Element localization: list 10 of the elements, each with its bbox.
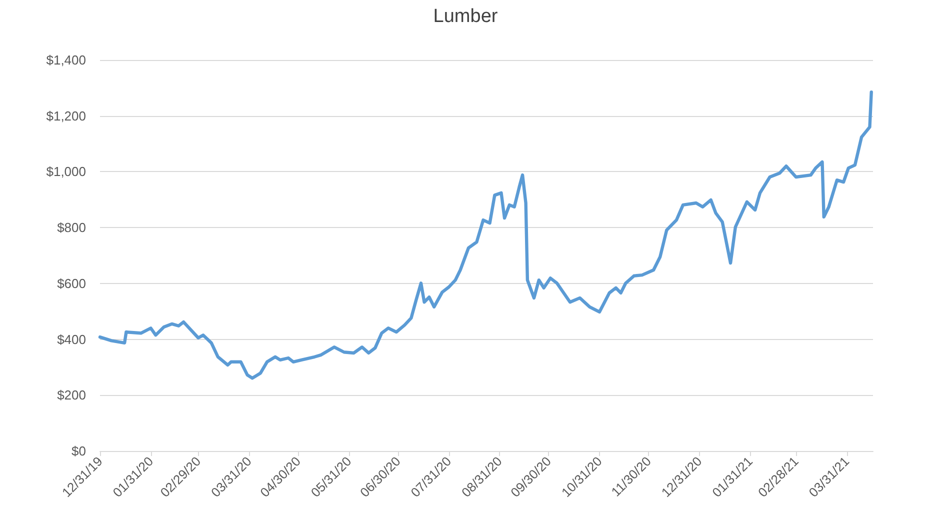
y-tick-label: $1,000 xyxy=(46,164,86,180)
line-series xyxy=(98,90,873,380)
y-tick-label: $1,400 xyxy=(46,52,86,68)
y-tick-label: $800 xyxy=(57,220,86,236)
y-tick-label: $0 xyxy=(72,444,86,458)
y-tick-label: $200 xyxy=(57,388,86,403)
y-tick-label: $600 xyxy=(57,276,86,291)
y-tick-label: $1,200 xyxy=(46,108,86,124)
y-tick-label: $400 xyxy=(57,332,86,347)
chart-title: Lumber xyxy=(433,6,498,27)
